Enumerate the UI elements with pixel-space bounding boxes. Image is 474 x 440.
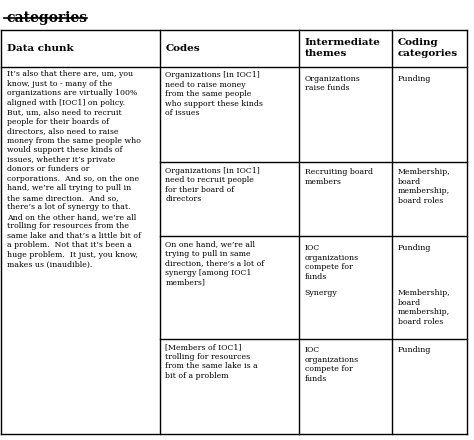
Text: [Members of IOC1]
trolling for resources
from the same lake is a
bit of a proble: [Members of IOC1] trolling for resources… <box>165 343 258 380</box>
Text: Organizations [in IOC1]
need to recruit people
for their board of
directors: Organizations [in IOC1] need to recruit … <box>165 167 260 203</box>
Text: On one hand, we’re all
trying to pull in same
direction, there’s a lot of
synerg: On one hand, we’re all trying to pull in… <box>165 240 264 286</box>
Text: Intermediate
themes: Intermediate themes <box>305 38 381 59</box>
Text: categories: categories <box>6 11 87 25</box>
Text: Membership,
board
membership,
board roles: Membership, board membership, board role… <box>398 169 451 205</box>
Text: Organizations
raise funds: Organizations raise funds <box>305 75 361 92</box>
Text: Synergy: Synergy <box>305 290 337 297</box>
Text: Funding: Funding <box>398 75 431 83</box>
Text: Funding: Funding <box>398 346 431 354</box>
Text: Coding
categories: Coding categories <box>398 38 458 59</box>
Text: Recruiting board
members: Recruiting board members <box>305 169 373 186</box>
Text: Funding: Funding <box>398 244 431 252</box>
Text: IOC
organizations
compete for
funds: IOC organizations compete for funds <box>305 346 359 383</box>
Text: Organizations [in IOC1]
need to raise money
from the same people
who support the: Organizations [in IOC1] need to raise mo… <box>165 71 263 117</box>
Text: Codes: Codes <box>165 44 200 53</box>
Text: Membership,
board
membership,
board roles: Membership, board membership, board role… <box>398 290 451 326</box>
Text: IOC
organizations
compete for
funds: IOC organizations compete for funds <box>305 244 359 281</box>
Text: It’s also that there are, um, you
know, just to - many of the
organizations are : It’s also that there are, um, you know, … <box>7 70 141 268</box>
Text: Data chunk: Data chunk <box>7 44 73 53</box>
